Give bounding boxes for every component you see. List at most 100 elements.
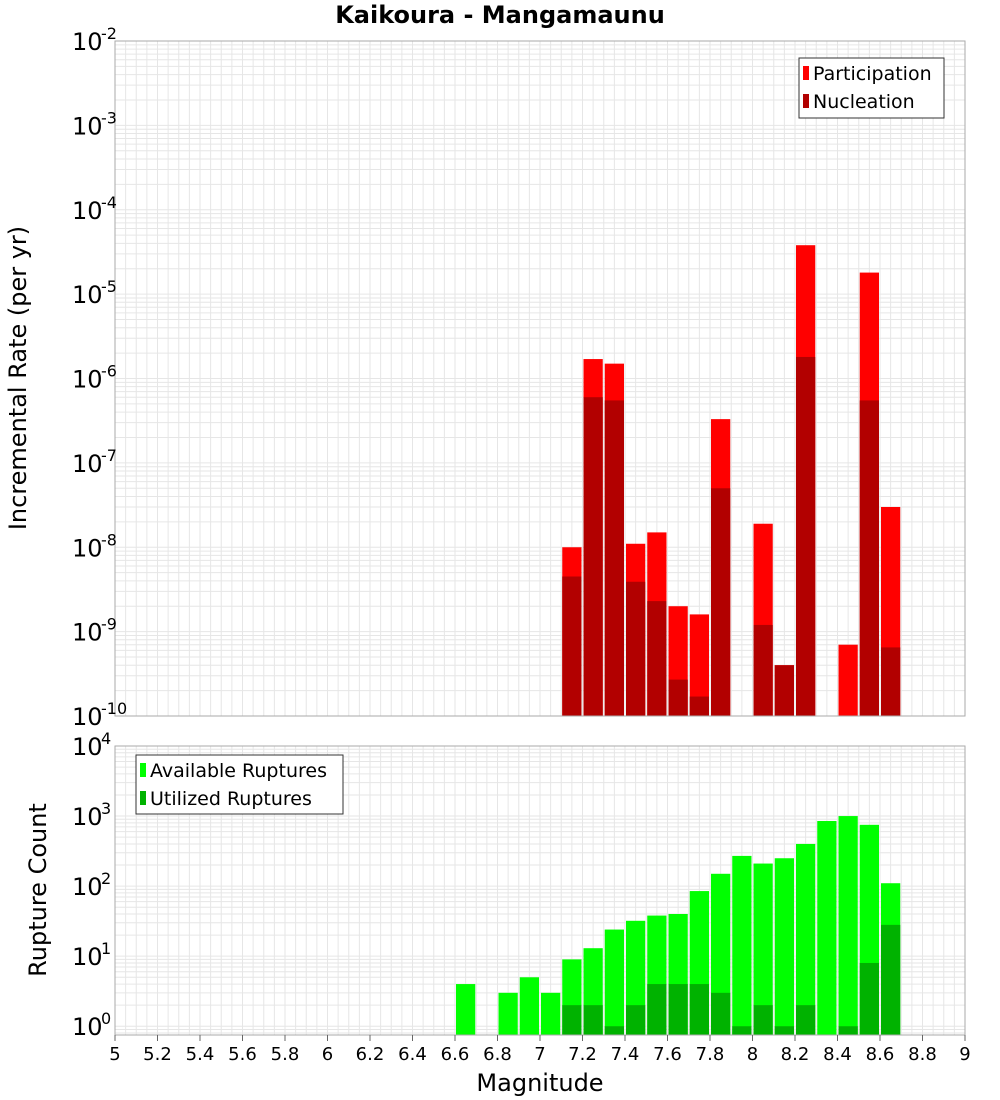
utilized-bar bbox=[732, 1026, 752, 1035]
nucleation-bar bbox=[881, 647, 901, 716]
participation-legend-swatch bbox=[803, 66, 809, 80]
available-bar bbox=[796, 843, 816, 1035]
x-tick-label: 9 bbox=[959, 1044, 970, 1065]
x-tick-label: 6.8 bbox=[483, 1044, 512, 1065]
utilized-bar bbox=[647, 984, 667, 1035]
x-tick-label: 5.2 bbox=[143, 1044, 172, 1065]
nucleation-bar bbox=[796, 356, 816, 716]
utilized-bar bbox=[881, 924, 901, 1035]
count-y-tick-exponent: 2 bbox=[101, 869, 111, 888]
utilized-bar bbox=[711, 992, 731, 1035]
rate-y-tick-exponent: -2 bbox=[101, 24, 117, 43]
available-bar bbox=[774, 858, 794, 1035]
nucleation-bar bbox=[689, 696, 709, 716]
nucleation-legend-swatch bbox=[803, 94, 809, 108]
utilized-bar bbox=[626, 1005, 646, 1035]
nucleation-bar bbox=[668, 679, 688, 716]
nucleation-bar bbox=[753, 624, 773, 716]
nucleation-legend-label: Nucleation bbox=[813, 91, 915, 113]
available-bar bbox=[456, 984, 476, 1035]
count-y-tick-exponent: 0 bbox=[101, 1009, 111, 1028]
rate-y-tick-exponent: -6 bbox=[101, 362, 117, 381]
utilized-bar bbox=[774, 1026, 794, 1035]
x-tick-label: 8.4 bbox=[823, 1044, 852, 1065]
available-bar bbox=[817, 821, 837, 1035]
rate-y-ticks: 10-210-310-410-510-610-710-810-910-10 bbox=[72, 24, 127, 731]
x-tick-label: 8.2 bbox=[781, 1044, 810, 1065]
magnitude-x-ticks: 5 5.2 5.4 5.6 5.8 6 6.2 6.4 6.6 6.8 7 7.2 7.4 7.6 7.8 8… bbox=[109, 1035, 971, 1065]
nucleation-bar bbox=[774, 665, 794, 716]
rate-panel: 10-210-310-410-510-610-710-810-910-10 In… bbox=[4, 24, 966, 731]
available-legend-label: Available Ruptures bbox=[150, 760, 327, 782]
utilized-bar bbox=[838, 1026, 858, 1035]
participation-bar bbox=[838, 644, 858, 716]
count-y-tick-label: 10 bbox=[72, 803, 103, 831]
x-tick-label: 5.6 bbox=[228, 1044, 257, 1065]
participation-bar bbox=[689, 614, 709, 716]
available-bar bbox=[498, 992, 518, 1035]
utilized-legend-label: Utilized Ruptures bbox=[150, 788, 312, 810]
rate-y-tick-label: 10 bbox=[72, 112, 103, 140]
rate-y-axis-label: Incremental Rate (per yr) bbox=[4, 226, 32, 530]
rate-legend-box bbox=[798, 57, 945, 119]
count-y-tick-label: 10 bbox=[72, 943, 103, 971]
x-tick-label: 7.2 bbox=[568, 1044, 597, 1065]
x-tick-label: 6 bbox=[322, 1044, 333, 1065]
rate-y-tick-exponent: -7 bbox=[101, 446, 117, 465]
count-legend-box bbox=[135, 754, 344, 815]
nucleation-bar bbox=[604, 400, 624, 716]
rate-grid bbox=[114, 40, 966, 717]
x-tick-label: 5.8 bbox=[271, 1044, 300, 1065]
rate-bars bbox=[562, 245, 901, 717]
utilized-bar bbox=[668, 984, 688, 1035]
rate-y-tick-label: 10 bbox=[72, 534, 103, 562]
count-legend: Available Ruptures Utilized Ruptures bbox=[135, 754, 344, 815]
available-bar bbox=[541, 992, 561, 1035]
x-tick-label: 8.8 bbox=[908, 1044, 937, 1065]
rate-y-tick-label: 10 bbox=[72, 366, 103, 394]
nucleation-bar bbox=[562, 576, 582, 716]
count-y-tick-label: 10 bbox=[72, 873, 103, 901]
rate-y-tick-exponent: -3 bbox=[101, 108, 117, 127]
rate-y-tick-label: 10 bbox=[72, 28, 103, 56]
rate-y-tick-exponent: -5 bbox=[101, 277, 117, 296]
x-tick-label: 6.6 bbox=[441, 1044, 470, 1065]
nucleation-bar bbox=[626, 581, 646, 716]
x-tick-label: 5.4 bbox=[186, 1044, 215, 1065]
rate-y-tick-exponent: -10 bbox=[101, 699, 127, 718]
rate-y-tick-exponent: -4 bbox=[101, 193, 117, 212]
available-bar bbox=[519, 977, 539, 1035]
x-tick-label: 7 bbox=[534, 1044, 545, 1065]
utilized-bar bbox=[604, 1026, 624, 1035]
x-tick-label: 5 bbox=[109, 1044, 120, 1065]
x-tick-label: 8.6 bbox=[866, 1044, 895, 1065]
count-y-tick-exponent: 1 bbox=[101, 939, 111, 958]
utilized-bar bbox=[689, 984, 709, 1035]
count-y-tick-label: 10 bbox=[72, 1013, 103, 1041]
utilized-bar bbox=[753, 1005, 773, 1035]
rate-y-tick-label: 10 bbox=[72, 450, 103, 478]
count-bars bbox=[456, 816, 901, 1035]
available-bar bbox=[604, 929, 624, 1035]
rate-y-tick-exponent: -8 bbox=[101, 530, 117, 549]
utilized-legend-swatch bbox=[140, 791, 146, 805]
nucleation-bar bbox=[711, 488, 731, 716]
x-tick-label: 7.6 bbox=[653, 1044, 682, 1065]
x-tick-label: 7.8 bbox=[696, 1044, 725, 1065]
utilized-bar bbox=[796, 1005, 816, 1035]
utilized-bar bbox=[859, 962, 879, 1035]
utilized-bar bbox=[583, 1005, 603, 1035]
available-bar bbox=[753, 863, 773, 1035]
count-y-tick-exponent: 4 bbox=[101, 729, 111, 748]
count-y-tick-exponent: 3 bbox=[101, 799, 111, 818]
nucleation-bar bbox=[583, 397, 603, 716]
participation-legend-label: Participation bbox=[813, 63, 932, 85]
rate-y-tick-label: 10 bbox=[72, 197, 103, 225]
x-tick-label: 6.2 bbox=[356, 1044, 385, 1065]
rate-y-tick-exponent: -9 bbox=[101, 615, 117, 634]
nucleation-bar bbox=[647, 601, 667, 716]
rate-y-tick-label: 10 bbox=[72, 619, 103, 647]
x-tick-label: 7.4 bbox=[611, 1044, 640, 1065]
